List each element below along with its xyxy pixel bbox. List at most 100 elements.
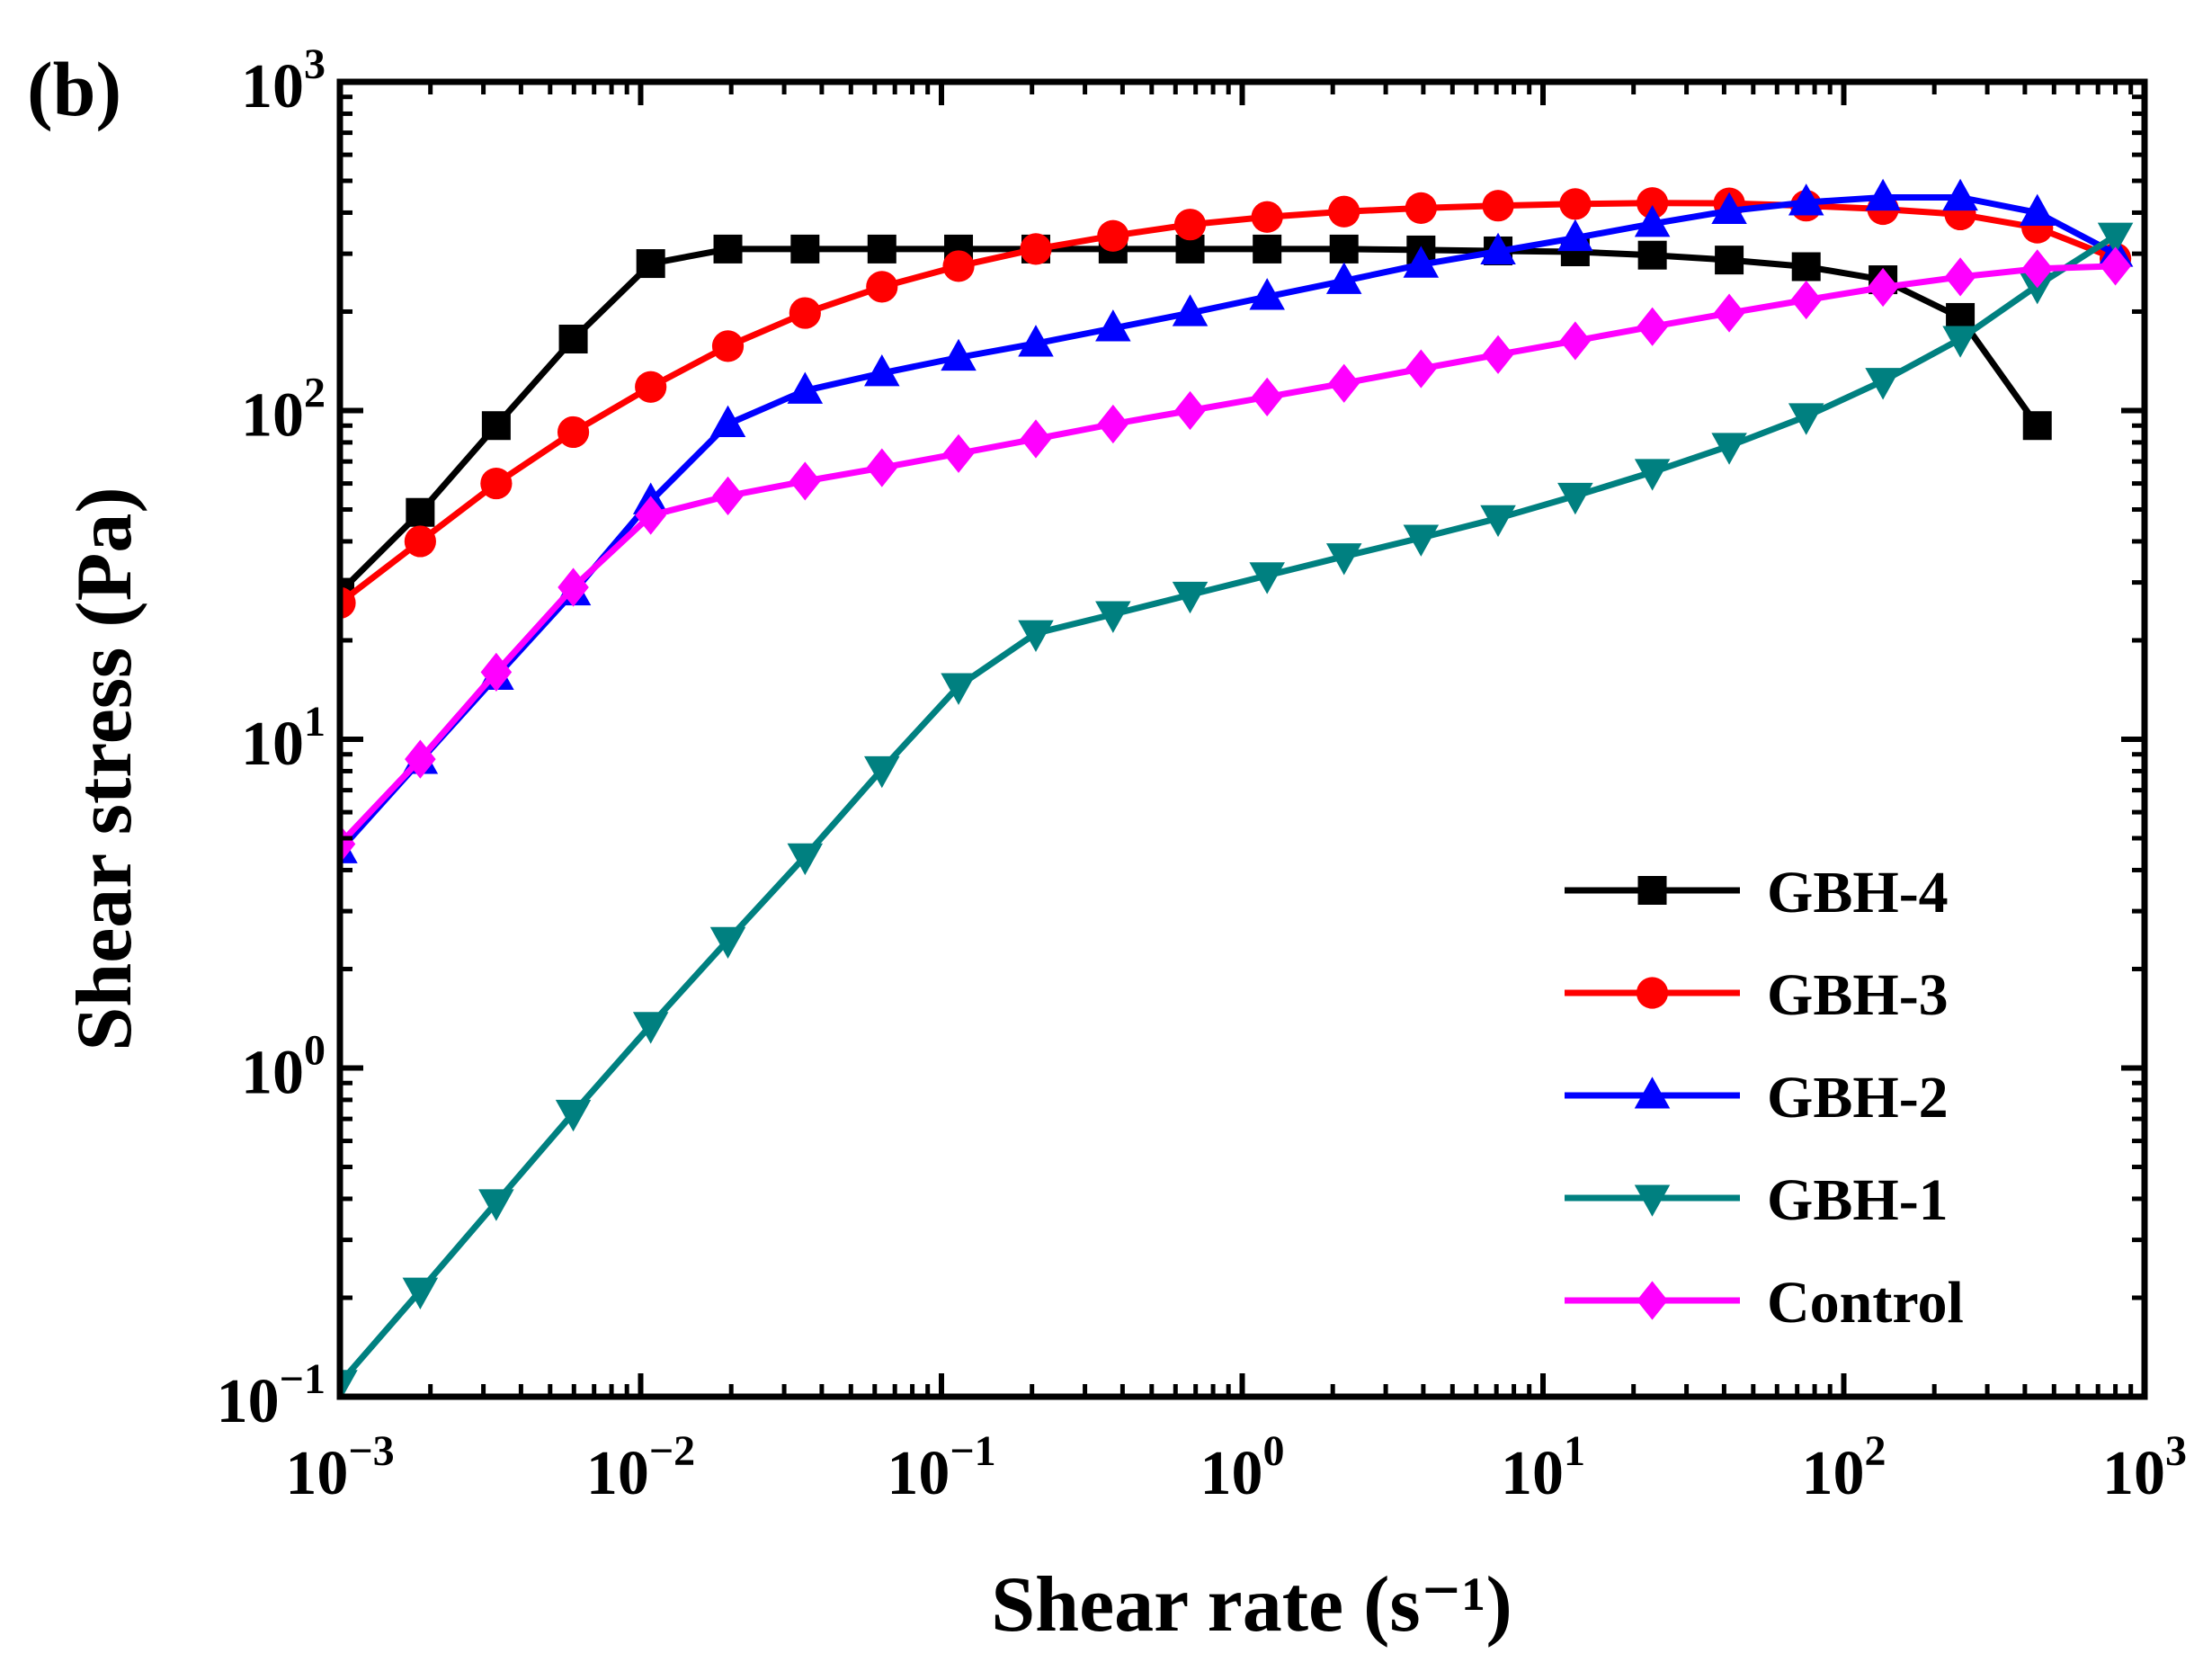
x-tick-label: 10−1 (887, 1427, 995, 1508)
legend-marker-gbh-1 (1634, 1184, 1671, 1217)
legend-label-gbh-1: GBH-1 (1767, 1167, 1949, 1233)
data-point-control (1944, 257, 1976, 297)
data-point-gbh-4 (1791, 252, 1821, 281)
data-point-control (1251, 377, 1283, 416)
data-point-gbh-3 (1559, 188, 1592, 220)
data-point-gbh-3 (635, 371, 667, 403)
data-point-control (1482, 335, 1514, 374)
data-point-control (1020, 419, 1052, 459)
data-point-gbh-2 (787, 371, 824, 404)
x-tick-base: 10 (2102, 1439, 2165, 1508)
y-tick-exponent: 2 (304, 370, 326, 417)
data-point-gbh-1 (787, 843, 824, 876)
data-point-gbh-2 (1249, 278, 1285, 310)
data-point-gbh-3 (480, 467, 513, 500)
data-point-gbh-3 (1637, 187, 1669, 219)
data-point-control (1097, 404, 1129, 444)
x-tick-label: 10−3 (285, 1427, 394, 1508)
series-gbh-4 (340, 234, 2052, 607)
x-tick-exponent: 0 (1263, 1427, 1285, 1475)
y-axis-title: Shear stress (Pa) (61, 487, 148, 1050)
data-point-gbh-2 (1325, 262, 1362, 294)
data-point-gbh-2 (709, 405, 746, 438)
data-point-gbh-3 (866, 271, 898, 303)
data-point-gbh-4 (713, 234, 743, 264)
data-point-control (1637, 307, 1668, 346)
legend-marker-gbh-2 (1634, 1077, 1671, 1109)
x-tick-exponent: −2 (649, 1427, 695, 1475)
series-gbh-2 (340, 178, 2134, 863)
data-point-gbh-4 (558, 325, 588, 354)
x-tick-label: 101 (1501, 1427, 1585, 1508)
data-point-control (1867, 267, 1899, 308)
y-tick-label: 103 (241, 40, 326, 121)
data-point-gbh-2 (1711, 192, 1747, 225)
data-point-gbh-3 (1097, 219, 1129, 252)
data-point-control (1713, 293, 1745, 333)
data-point-gbh-1 (864, 755, 900, 789)
data-point-gbh-1 (1942, 326, 1978, 358)
legend-item-gbh-3: GBH-3 (1565, 962, 1949, 1028)
data-point-gbh-3 (1251, 201, 1283, 233)
data-point-gbh-1 (1249, 562, 1285, 594)
data-point-gbh-4 (1637, 240, 1667, 270)
x-tick-label: 10−2 (586, 1427, 695, 1508)
x-tick-base: 10 (1802, 1439, 1865, 1508)
x-tick-base: 10 (1501, 1439, 1564, 1508)
data-point-gbh-1 (1172, 581, 1209, 614)
data-point-control (1790, 280, 1822, 320)
data-point-gbh-3 (711, 330, 745, 362)
data-point-gbh-2 (1557, 219, 1593, 252)
series-control (340, 246, 2131, 864)
data-point-gbh-1 (1557, 482, 1593, 515)
legend-item-control: Control (1565, 1270, 1964, 1336)
y-tick-label: 100 (241, 1027, 326, 1108)
legend-label-control: Control (1767, 1270, 1964, 1336)
panel-label: (b) (27, 46, 121, 132)
x-axis-title: Shear rate (s⁻¹) (991, 1561, 1512, 1649)
data-point-gbh-1 (555, 1099, 592, 1132)
data-point-gbh-4 (1715, 246, 1744, 275)
data-point-gbh-1 (1095, 601, 1131, 633)
data-point-gbh-1 (632, 1012, 669, 1044)
x-tick-exponent: 1 (1564, 1427, 1585, 1475)
data-point-gbh-4 (1329, 234, 1359, 264)
data-point-gbh-1 (1480, 505, 1516, 538)
data-point-control (1174, 390, 1206, 431)
data-point-gbh-3 (1328, 195, 1360, 228)
data-point-control (405, 739, 436, 779)
y-tick-exponent: 1 (304, 698, 326, 746)
legend-item-gbh-4: GBH-4 (1565, 860, 1949, 925)
data-point-gbh-3 (404, 525, 436, 558)
data-point-gbh-3 (1482, 190, 1514, 222)
data-point-control (789, 461, 821, 501)
legend-label-gbh-4: GBH-4 (1767, 860, 1949, 925)
y-tick-label: 101 (241, 698, 326, 779)
legend: GBH-4 GBH-3 GBH-2 GBH-1 Control (1565, 860, 1964, 1336)
data-point-gbh-2 (864, 354, 900, 387)
data-point-gbh-2 (1865, 178, 1901, 211)
data-point-gbh-1 (941, 673, 977, 705)
x-tick-exponent: 2 (1865, 1427, 1886, 1475)
data-point-gbh-2 (1942, 178, 1978, 211)
data-point-gbh-2 (2019, 193, 2056, 227)
data-point-gbh-1 (1325, 543, 1362, 576)
data-point-gbh-2 (1480, 232, 1516, 265)
data-point-control (942, 433, 975, 473)
data-point-control (2021, 249, 2054, 289)
data-point-gbh-2 (1634, 205, 1671, 237)
x-tick-label: 103 (2102, 1427, 2187, 1508)
data-point-gbh-3 (1405, 192, 1437, 224)
data-point-gbh-1 (1865, 368, 1901, 400)
x-tick-base: 10 (586, 1439, 649, 1508)
data-point-gbh-2 (1018, 325, 1054, 357)
data-point-control (635, 496, 666, 535)
legend-item-gbh-1: GBH-1 (1565, 1167, 1949, 1233)
data-point-control (1559, 321, 1592, 361)
data-point-gbh-1 (2097, 222, 2134, 255)
data-point-gbh-2 (1172, 294, 1209, 326)
legend-marker-control (1637, 1281, 1668, 1320)
